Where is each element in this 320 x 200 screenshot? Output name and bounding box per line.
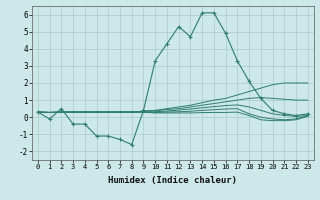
X-axis label: Humidex (Indice chaleur): Humidex (Indice chaleur) — [108, 176, 237, 185]
